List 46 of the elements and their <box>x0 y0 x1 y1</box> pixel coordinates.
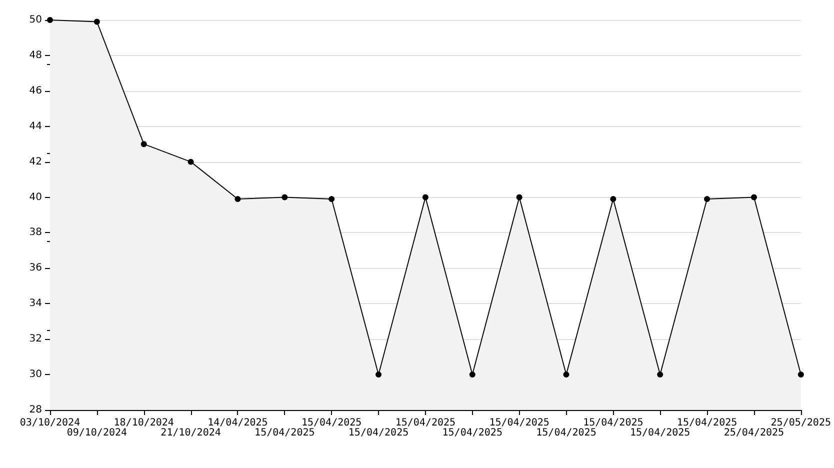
x-tick-label: 15/04/2025 <box>254 428 315 438</box>
point <box>94 18 100 25</box>
y-tick-label: 38 <box>29 227 42 238</box>
x-tick-label: 15/04/2025 <box>630 428 690 438</box>
y-tick-label: 42 <box>29 156 42 168</box>
x-tick-label: 18/10/2024 <box>114 418 174 428</box>
y-tick-label: 36 <box>29 262 42 274</box>
x-tick-label: 15/04/2025 <box>676 418 738 428</box>
x-tick-label: 14/04/2025 <box>208 418 268 428</box>
point <box>516 194 522 200</box>
y-tick-label: 34 <box>29 298 42 310</box>
x-tick-label: 21/10/2024 <box>160 428 221 438</box>
point <box>328 196 335 202</box>
y-tick-label: 48 <box>29 50 42 61</box>
point <box>422 194 428 200</box>
x-tick-label: 15/04/2025 <box>442 428 502 438</box>
x-tick-label: 15/04/2025 <box>489 418 550 428</box>
x-tick-label: 15/04/2025 <box>348 428 409 438</box>
point <box>750 194 757 200</box>
y-tick-label: 28 <box>29 404 42 416</box>
y-tick-label: 46 <box>29 85 42 96</box>
point <box>563 372 570 378</box>
x-tick-label: 25/04/2025 <box>724 428 784 438</box>
x-tick-label: 15/04/2025 <box>536 428 596 438</box>
point <box>469 372 476 378</box>
point <box>376 372 382 378</box>
point <box>188 158 194 165</box>
y-tick-label: 50 <box>29 14 42 26</box>
x-tick-label: 09/10/2024 <box>66 428 128 438</box>
point <box>610 196 616 202</box>
x-tick-label: 25/05/2025 <box>770 418 832 428</box>
y-tick-label: 40 <box>29 192 42 203</box>
point <box>798 372 804 378</box>
x-tick-label: 15/04/2025 <box>583 418 644 428</box>
point <box>704 196 710 202</box>
y-tick-label: 44 <box>29 120 42 132</box>
point <box>140 141 147 148</box>
x-tick-label: 03/10/2024 <box>20 418 80 428</box>
y-tick-label: 30 <box>29 369 42 380</box>
point <box>47 17 53 23</box>
point <box>657 372 664 378</box>
y-tick-label: 32 <box>29 334 42 345</box>
point <box>234 196 241 202</box>
x-tick-label: 15/04/2025 <box>395 418 456 428</box>
point <box>282 194 288 200</box>
x-tick-label: 15/04/2025 <box>301 418 362 428</box>
